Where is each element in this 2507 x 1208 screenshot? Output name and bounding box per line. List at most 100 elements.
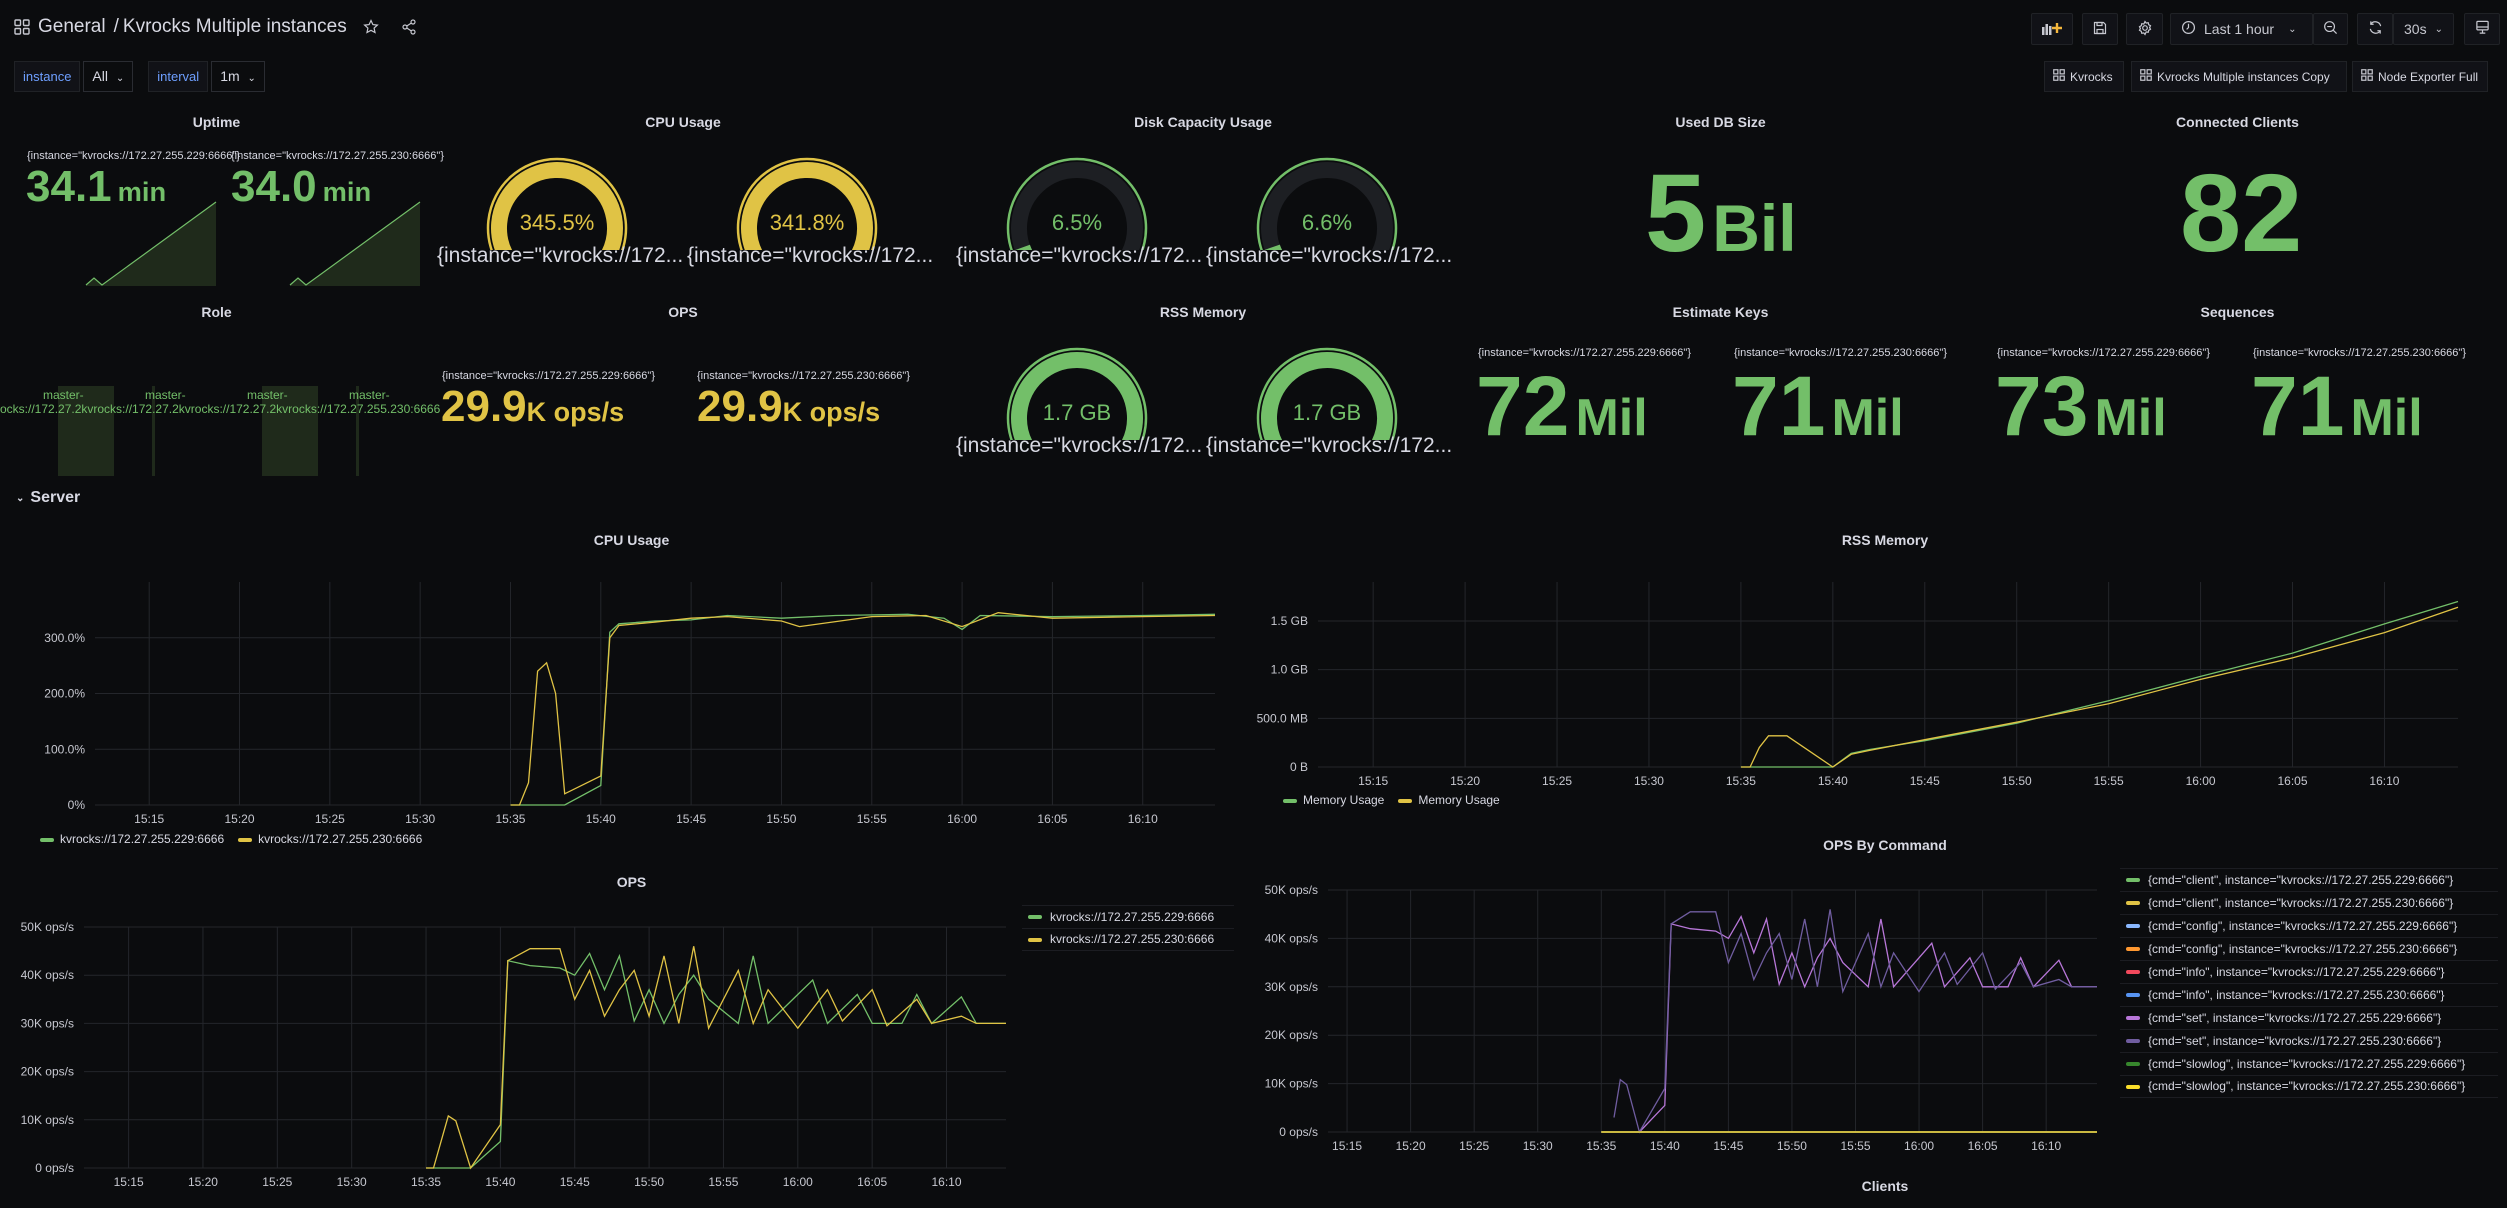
variable-instance-select[interactable]: All ⌄ bbox=[83, 61, 134, 92]
legend-label: {cmd="set", instance="kvrocks://172.27.2… bbox=[2148, 1033, 2442, 1048]
rss-memory-chart: 0 B 500.0 MB 1.0 GB 1.5 GB 15:15 15:20 15:25 15… bbox=[1257, 582, 2459, 788]
y-tick-label: 20K ops/s bbox=[21, 1065, 74, 1079]
legend-item[interactable]: {cmd="info", instance="kvrocks://172.27.… bbox=[2120, 983, 2498, 1006]
dashboard-link-node-exporter[interactable]: Node Exporter Full bbox=[2352, 61, 2488, 92]
legend-item[interactable]: kvrocks://172.27.255.229:6666 bbox=[1022, 905, 1234, 928]
refresh-interval-picker[interactable]: 30s ⌄ bbox=[2393, 13, 2454, 45]
legend-item[interactable]: {cmd="client", instance="kvrocks://172.2… bbox=[2120, 891, 2498, 914]
chart-legend: {cmd="client", instance="kvrocks://172.2… bbox=[2120, 868, 2498, 1098]
stat-value: 29.9K ops/s bbox=[697, 382, 881, 431]
legend-item[interactable]: kvrocks://172.27.255.230:6666 bbox=[238, 832, 422, 846]
x-tick-label: 15:20 bbox=[1450, 774, 1480, 788]
breadcrumb-folder[interactable]: General bbox=[38, 16, 106, 37]
legend-item[interactable]: Memory Usage bbox=[1283, 793, 1384, 807]
x-tick-label: 15:20 bbox=[225, 812, 255, 826]
gauge-instance-label: {instance="kvrocks://172... bbox=[1206, 244, 1453, 267]
legend-swatch bbox=[238, 837, 253, 842]
refresh-icon bbox=[2368, 20, 2383, 38]
panel-title: CPU Usage bbox=[645, 114, 721, 130]
stat-instance-label: {instance="kvrocks://172.27.255.229:6666… bbox=[442, 370, 655, 382]
legend-item[interactable]: kvrocks://172.27.255.229:6666 bbox=[40, 832, 224, 846]
chevron-down-icon: ⌄ bbox=[247, 73, 256, 84]
x-tick-label: 15:15 bbox=[1332, 1139, 1362, 1153]
chevron-down-icon: ⌄ bbox=[2288, 23, 2297, 35]
x-tick-label: 16:05 bbox=[1968, 1139, 1998, 1153]
stat-instance-label: {instance="kvrocks://172.27.255.230:6666… bbox=[697, 370, 910, 382]
y-tick-label: 50K ops/s bbox=[21, 920, 74, 934]
x-tick-label: 15:40 bbox=[1650, 1139, 1680, 1153]
gauge: 1.7 GB bbox=[1006, 347, 1148, 440]
gauge-value: 341.8% bbox=[770, 210, 845, 235]
legend-item[interactable]: {cmd="config", instance="kvrocks://172.2… bbox=[2120, 937, 2498, 960]
time-range-picker[interactable]: Last 1 hour ⌄ bbox=[2170, 13, 2313, 45]
panel-title: Connected Clients bbox=[2176, 114, 2299, 130]
gauge-value: 6.6% bbox=[1302, 210, 1352, 235]
x-tick-label: 15:20 bbox=[188, 1175, 218, 1189]
gauge-threshold bbox=[1006, 347, 1148, 440]
y-tick-label: 0 ops/s bbox=[35, 1161, 74, 1175]
x-tick-label: 15:30 bbox=[337, 1175, 367, 1189]
panel-title: Used DB Size bbox=[1675, 114, 1766, 130]
x-tick-label: 15:15 bbox=[134, 812, 164, 826]
legend-item[interactable]: {cmd="slowlog", instance="kvrocks://172.… bbox=[2120, 1052, 2498, 1075]
gauge-value: 1.7 GB bbox=[1293, 400, 1361, 425]
legend-item[interactable]: {cmd="set", instance="kvrocks://172.27.2… bbox=[2120, 1029, 2498, 1052]
share-icon[interactable] bbox=[401, 19, 417, 35]
legend-item[interactable]: kvrocks://172.27.255.230:6666 bbox=[1022, 928, 1234, 951]
dashboard-title[interactable]: Kvrocks Multiple instances bbox=[122, 16, 347, 37]
series-line bbox=[510, 613, 1216, 806]
dashboards-grid-icon[interactable] bbox=[14, 19, 30, 35]
gauge-threshold bbox=[1256, 157, 1398, 250]
row-header-server[interactable]: ⌄ Server bbox=[16, 489, 80, 507]
gauge-track bbox=[1011, 162, 1143, 250]
series-line bbox=[1740, 600, 2459, 768]
zoom-out-time-button[interactable] bbox=[2313, 13, 2348, 45]
dashboards-grid-icon bbox=[2140, 69, 2152, 84]
x-tick-label: 15:55 bbox=[708, 1175, 738, 1189]
legend-item[interactable]: {cmd="config", instance="kvrocks://172.2… bbox=[2120, 914, 2498, 937]
top-navbar: General / Kvrocks Multiple instances Las… bbox=[0, 0, 2507, 56]
refresh-button[interactable] bbox=[2357, 13, 2393, 45]
role-sparklines bbox=[58, 386, 359, 476]
legend-swatch bbox=[40, 837, 54, 842]
dashboard-settings-button[interactable] bbox=[2126, 13, 2163, 45]
legend-item[interactable]: {cmd="info", instance="kvrocks://172.27.… bbox=[2120, 960, 2498, 983]
star-icon[interactable] bbox=[362, 19, 379, 35]
gauge-fill bbox=[1011, 352, 1143, 440]
stat-value: 5Bil bbox=[1645, 152, 1797, 275]
stat-value: 29.9K ops/s bbox=[441, 382, 625, 431]
variable-instance-value: All bbox=[92, 68, 108, 84]
tv-mode-button[interactable] bbox=[2464, 13, 2500, 45]
variable-instance-label: instance bbox=[14, 61, 81, 92]
x-tick-label: 16:10 bbox=[932, 1175, 962, 1189]
x-tick-label: 15:15 bbox=[114, 1175, 144, 1189]
save-dashboard-button[interactable] bbox=[2082, 13, 2118, 45]
x-tick-label: 16:10 bbox=[2369, 774, 2399, 788]
x-tick-label: 16:00 bbox=[1904, 1139, 1934, 1153]
chevron-down-icon: ⌄ bbox=[16, 492, 25, 504]
row-title: Server bbox=[30, 489, 81, 506]
x-tick-label: 15:55 bbox=[857, 812, 887, 826]
dashboard-link-kvrocks[interactable]: Kvrocks bbox=[2044, 61, 2124, 92]
y-tick-label: 10K ops/s bbox=[1265, 1077, 1318, 1091]
add-panel-button[interactable] bbox=[2031, 13, 2073, 45]
variable-interval-select[interactable]: 1m ⌄ bbox=[211, 61, 265, 92]
gauge-threshold bbox=[736, 157, 878, 250]
x-tick-label: 16:00 bbox=[947, 812, 977, 826]
gauge: 1.7 GB bbox=[1256, 347, 1398, 440]
legend-swatch bbox=[2126, 878, 2140, 882]
gauge-threshold bbox=[486, 157, 628, 250]
legend-item[interactable]: {cmd="client", instance="kvrocks://172.2… bbox=[2120, 868, 2498, 891]
legend-item[interactable]: {cmd="set", instance="kvrocks://172.27.2… bbox=[2120, 1006, 2498, 1029]
add-panel-icon bbox=[2041, 21, 2063, 38]
zoom-out-icon bbox=[2323, 20, 2338, 38]
ops-by-command-chart: 0 ops/s 10K ops/s 20K ops/s 30K ops/s 40K op… bbox=[1265, 883, 2097, 1153]
gauge-value: 345.5% bbox=[520, 210, 595, 235]
dashboard-link-kvrocks-copy[interactable]: Kvrocks Multiple instances Copy bbox=[2131, 61, 2347, 92]
legend-item[interactable]: Memory Usage bbox=[1398, 793, 1500, 807]
y-tick-label: 30K ops/s bbox=[21, 1016, 74, 1030]
stat-instance-label: {instance="kvrocks://172.27.255.230:6666… bbox=[2253, 347, 2466, 359]
legend-item[interactable]: {cmd="slowlog", instance="kvrocks://172.… bbox=[2120, 1075, 2498, 1098]
legend-label: {cmd="client", instance="kvrocks://172.2… bbox=[2148, 872, 2454, 887]
x-tick-label: 15:35 bbox=[1586, 1139, 1616, 1153]
